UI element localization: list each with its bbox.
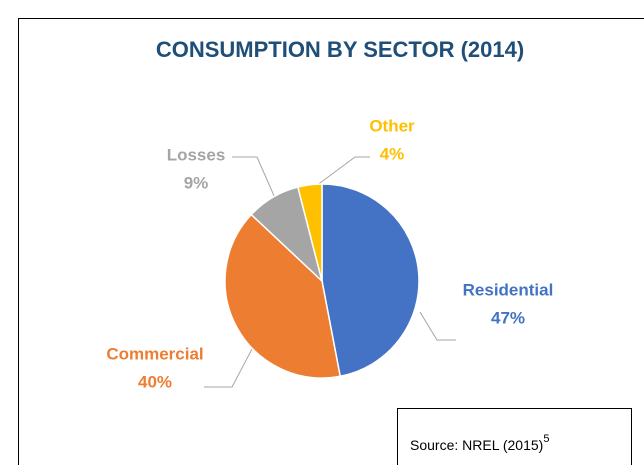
- value-label: 9%: [184, 173, 209, 192]
- slice-label: Losses: [167, 145, 226, 164]
- chart-title: CONSUMPTION BY SECTOR (2014): [156, 37, 524, 62]
- source: Source: NREL (2015)5: [410, 433, 549, 453]
- leader-line: [419, 311, 456, 341]
- source-box: [397, 408, 632, 465]
- source-note: 5: [543, 433, 549, 445]
- value-label: 40%: [138, 372, 172, 391]
- leader-line: [232, 156, 276, 199]
- slice-label: Residential: [463, 280, 554, 299]
- leader-line: [315, 156, 370, 187]
- value-label: 4%: [380, 144, 405, 163]
- value-label: 47%: [491, 308, 525, 327]
- pie-slice: [296, 183, 323, 282]
- slice-label: Other: [369, 116, 415, 135]
- pie-slice: [224, 213, 342, 379]
- pie-slice: [321, 183, 420, 378]
- source-text: Source: NREL (2015): [410, 437, 543, 453]
- slice-label: Commercial: [106, 344, 203, 363]
